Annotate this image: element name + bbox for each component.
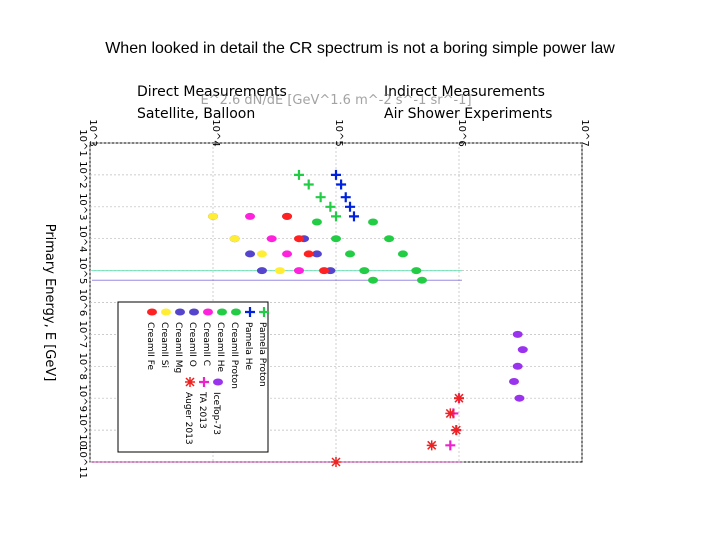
x-tick-label: 10^3 [77,193,88,220]
legend-label-creamii-mg: CreamII Mg [173,322,183,373]
legend-marker-creamii-proton [231,308,241,316]
x-tick-label: 10^11 [77,445,88,479]
legend-label-creamii-c: CreamII C [201,322,211,366]
point-creamii-proton [416,276,427,284]
point-icetop-73 [514,394,525,402]
legend-marker-auger-2013 [185,377,195,387]
legend-label-creamii-fe: CreamII Fe [145,322,155,370]
point-pamela-he [336,179,347,190]
legend-label-pamela-he: Pamela He [243,322,253,370]
point-pamela-proton [331,211,341,222]
point-creamii-proton [368,218,379,226]
point-creamii-c [245,212,256,220]
point-auger-2013 [454,393,464,404]
point-creamii-he [345,250,356,258]
left-label-line2: Satellite, Balloon [137,106,256,122]
legend-marker-icetop-73 [213,378,223,386]
point-creamii-he [311,218,322,226]
point-creamii-fe [319,267,330,275]
y-tick-label: 10^5 [333,119,344,146]
point-auger-2013 [331,457,341,467]
point-pamela-proton [325,201,336,212]
point-creamii-proton [397,250,408,258]
right-label-line1: Indirect Measurements [384,84,545,100]
x-tick-label: 10^10 [77,413,88,447]
y-tick-label: 10^3 [87,119,98,146]
legend-label-creamii-he: CreamII He [215,322,225,373]
point-pamela-proton [293,169,304,180]
legend-label-auger-2013: Auger 2013 [183,392,193,445]
x-tick-label: 10^5 [77,257,88,284]
point-creamii-o [256,267,267,275]
legend-marker-creamii-c [203,308,213,316]
point-creamii-c [266,235,277,243]
x-tick-label: 10^4 [77,225,88,252]
legend-box [117,301,269,453]
point-pamela-he [345,201,356,212]
point-creamii-fe [293,235,304,243]
point-icetop-73 [509,378,520,386]
legend-label-ta-2013: TA 2013 [197,391,207,429]
point-icetop-73 [517,346,528,354]
point-creamii-he [359,267,370,275]
point-creamii-fe [282,212,293,220]
legend-marker-creamii-si [161,308,171,316]
point-pamela-he [340,192,351,203]
point-pamela-proton [315,192,326,203]
point-creamii-si [274,267,285,275]
y-tick-label: 10^6 [456,119,467,146]
point-auger-2013 [451,425,462,436]
x-tick-label: 10^2 [77,161,88,188]
x-tick-label: 10^9 [77,384,88,411]
x-tick-label: 10^7 [77,321,88,348]
point-auger-2013 [445,408,456,419]
point-creamii-he [331,235,341,243]
point-creamii-mg [311,250,322,258]
left-label-line1: Direct Measurements [137,84,287,100]
point-creamii-si [208,212,218,220]
point-pamela-he [348,211,359,222]
point-creamii-he [368,276,379,284]
point-icetop-73 [512,330,523,338]
legend-marker-creamii-fe [147,308,157,316]
x-axis-title: Primary Energy, E [GeV] [42,224,57,382]
legend-marker-creamii-o [189,308,199,316]
point-icetop-73 [512,362,523,370]
point-creamii-si [229,235,240,243]
legend-marker-pamela-proton [259,307,269,317]
point-auger-2013 [426,440,437,451]
legend-marker-ta-2013 [199,377,209,387]
point-creamii-proton [411,267,422,275]
slide-heading: When looked in detail the CR spectrum is… [105,40,615,57]
x-tick-label: 10^1 [77,129,88,156]
y-tick-label: 10^7 [579,119,590,146]
point-pamela-he [331,169,341,180]
y-tick-label: 10^4 [210,119,221,146]
point-creamii-o [245,250,256,258]
legend-label-creamii-o: CreamII O [187,322,197,367]
x-tick-label: 10^8 [77,353,88,380]
x-tick-label: 10^6 [77,289,88,316]
y-axis-title: E^2.6 dN/dE [GeV^1.6 m^-2 s^-1 sr^-1] [200,93,471,108]
right-label-line2: Air Shower Experiments [384,106,553,122]
point-creamii-fe [303,250,314,258]
legend-label-pamela-proton: Pamela Proton [257,322,267,387]
point-creamii-si [256,250,267,258]
point-ta-2013 [445,440,456,451]
legend-marker-creamii-mg [175,308,185,316]
legend-marker-creamii-he [217,308,227,316]
legend-marker-pamela-he [245,307,255,317]
point-creamii-c [293,267,304,275]
legend-label-creamii-si: CreamII Si [159,322,169,368]
point-creamii-proton [384,235,395,243]
point-creamii-c [282,250,293,258]
point-pamela-proton [303,179,314,190]
legend-label-icetop-73: IceTop-73 [211,392,221,435]
legend-label-creamii-proton: CreamII Proton [229,322,239,389]
